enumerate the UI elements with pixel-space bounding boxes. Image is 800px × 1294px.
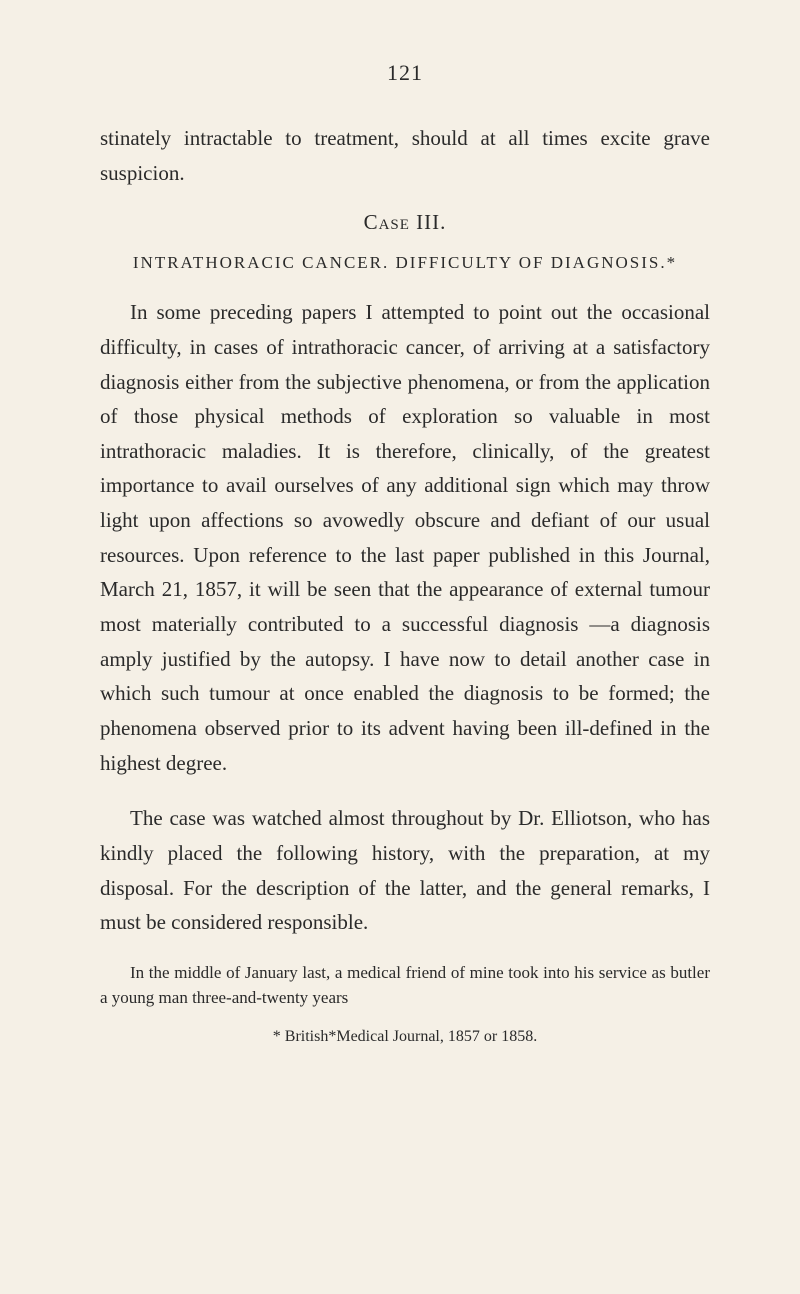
page-number: 121 xyxy=(100,60,710,86)
paragraph-2: In some preceding papers I attempted to … xyxy=(100,295,710,780)
footnote: * British*Medical Journal, 1857 or 1858. xyxy=(100,1028,710,1046)
case-label: Case III. xyxy=(364,210,447,234)
paragraph-1: stinately intractable to treatment, shou… xyxy=(100,121,710,190)
paragraph-4: In the middle of January last, a medical… xyxy=(100,960,710,1011)
section-heading: INTRATHORACIC CANCER. DIFFICULTY OF DIAG… xyxy=(100,253,710,273)
paragraph-3: The case was watched almost throughout b… xyxy=(100,801,710,940)
case-heading: Case III. xyxy=(100,210,710,235)
